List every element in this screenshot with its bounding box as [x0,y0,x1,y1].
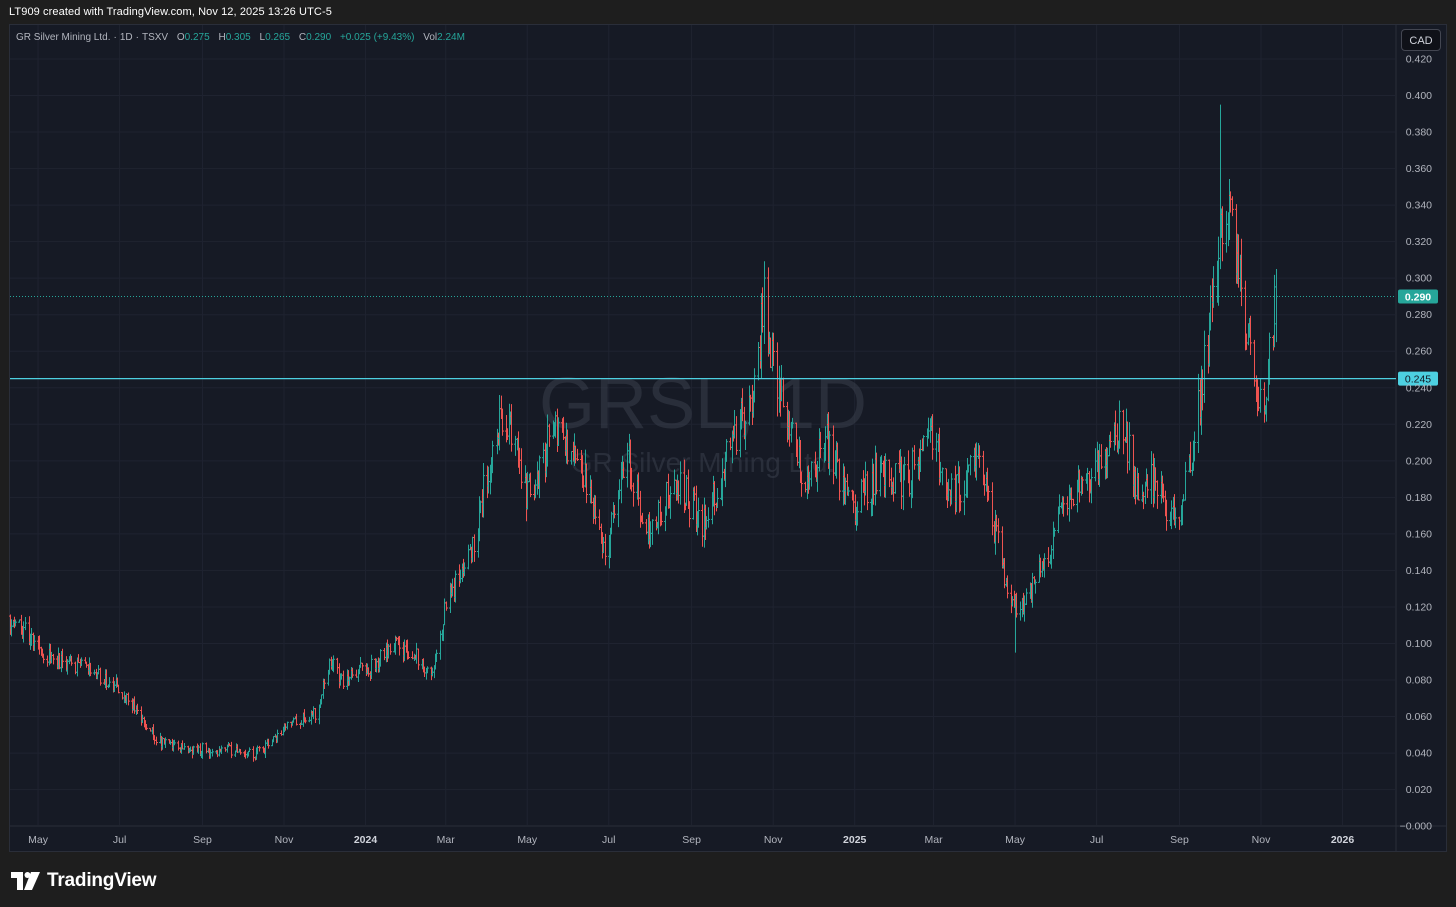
legend-close-label: C [298,32,307,43]
footer-bar [0,852,1456,907]
x-tick-label: Mar [437,834,456,846]
last-price-label: 0.290 [1405,291,1431,303]
legend-change: +0.025 (+9.43%) [339,32,415,43]
x-tick-label: Jul [602,834,615,846]
legend-high-value: 0.305 [225,32,251,43]
legend-symbol: GR Silver Mining Ltd. [16,32,111,43]
credit-text: LT909 created with TradingView.com, Nov … [9,6,332,18]
x-tick-label: Jul [113,834,126,846]
y-tick-label: 0.200 [1406,455,1432,467]
x-tick-label: Mar [925,834,944,846]
legend-open-label: O [176,32,185,43]
y-tick-label: −0.000 [1400,821,1433,833]
legend-volume-label: Vol [423,32,438,43]
ohlc-bars [9,104,1278,762]
y-tick-label: 0.320 [1406,236,1432,248]
y-tick-label: 0.220 [1406,419,1432,431]
currency-button[interactable]: CAD [1401,29,1441,51]
y-tick-label: 0.280 [1406,309,1432,321]
y-tick-label: 0.100 [1406,638,1432,650]
y-tick-label: 0.080 [1406,675,1432,687]
legend-interval: 1D [119,32,133,43]
time-axis[interactable]: May Jul Sep Nov 2024 Mar May Jul Sep Nov 2025 Mar Ma… [28,834,1354,846]
legend-open-value: 0.275 [184,32,210,43]
y-tick-label: 0.160 [1406,528,1432,540]
y-tick-label: 0.020 [1406,784,1432,796]
top-bar: LT909 created with TradingView.com, Nov … [0,0,1456,24]
tradingview-logo-text: TradingView [47,870,157,891]
x-tick-label: 2024 [354,834,378,846]
x-tick-label: 2025 [843,834,867,846]
chart-panel[interactable] [9,24,1447,852]
y-tick-label: 0.180 [1406,492,1432,504]
watermark: GRSL, 1D GR Silver Mining Ltd. [539,364,867,478]
tradingview-logo[interactable]: TradingView [11,870,157,892]
watermark-ticker: GRSL, 1D [539,364,867,444]
horizontal-line-tag [1398,371,1438,386]
y-tick-label: 0.360 [1406,163,1432,175]
y-tick-label: 0.040 [1406,748,1432,760]
symbol-legend: GR Silver Mining Ltd. · 1D · TSXV O0.275 H0.… [16,32,465,43]
last-price-tag [1398,289,1438,304]
legend-high-label: H [218,32,226,43]
y-tick-label: 0.380 [1406,127,1432,139]
legend-exchange: TSXV [141,32,169,43]
price-lines: 0.290 0.245 [10,289,1438,386]
legend-low-label: L [259,32,266,43]
y-tick-label: 0.140 [1406,565,1432,577]
x-tick-label: Sep [193,834,212,846]
x-tick-label: May [1005,834,1026,846]
x-tick-label: Sep [1170,834,1189,846]
x-tick-label: Sep [682,834,701,846]
x-tick-label: Nov [764,834,783,846]
x-tick-label: May [517,834,538,846]
x-tick-label: Nov [275,834,294,846]
x-tick-label: Jul [1090,834,1103,846]
y-tick-label: 0.400 [1406,90,1432,102]
y-tick-label: 0.260 [1406,346,1432,358]
legend-low-value: 0.265 [265,32,291,43]
y-tick-label: 0.120 [1406,601,1432,613]
x-tick-label: Nov [1252,834,1271,846]
y-tick-label: 0.060 [1406,711,1432,723]
y-tick-label: 0.340 [1406,200,1432,212]
x-tick-label: 2026 [1331,834,1355,846]
legend-volume-value: 2.24M [437,32,465,43]
y-tick-label: 0.420 [1406,54,1432,66]
price-axis[interactable]: 0.420 0.400 0.380 0.360 0.340 0.320 0.300 0.280… [1400,54,1433,833]
horizontal-line-label: 0.245 [1405,374,1431,386]
watermark-name: GR Silver Mining Ltd. [571,447,836,478]
legend-close-value: 0.290 [306,32,332,43]
tradingview-logo-icon [11,872,40,890]
x-tick-label: May [28,834,49,846]
y-tick-label: 0.300 [1406,273,1432,285]
y-tick-label: 0.240 [1406,382,1432,394]
